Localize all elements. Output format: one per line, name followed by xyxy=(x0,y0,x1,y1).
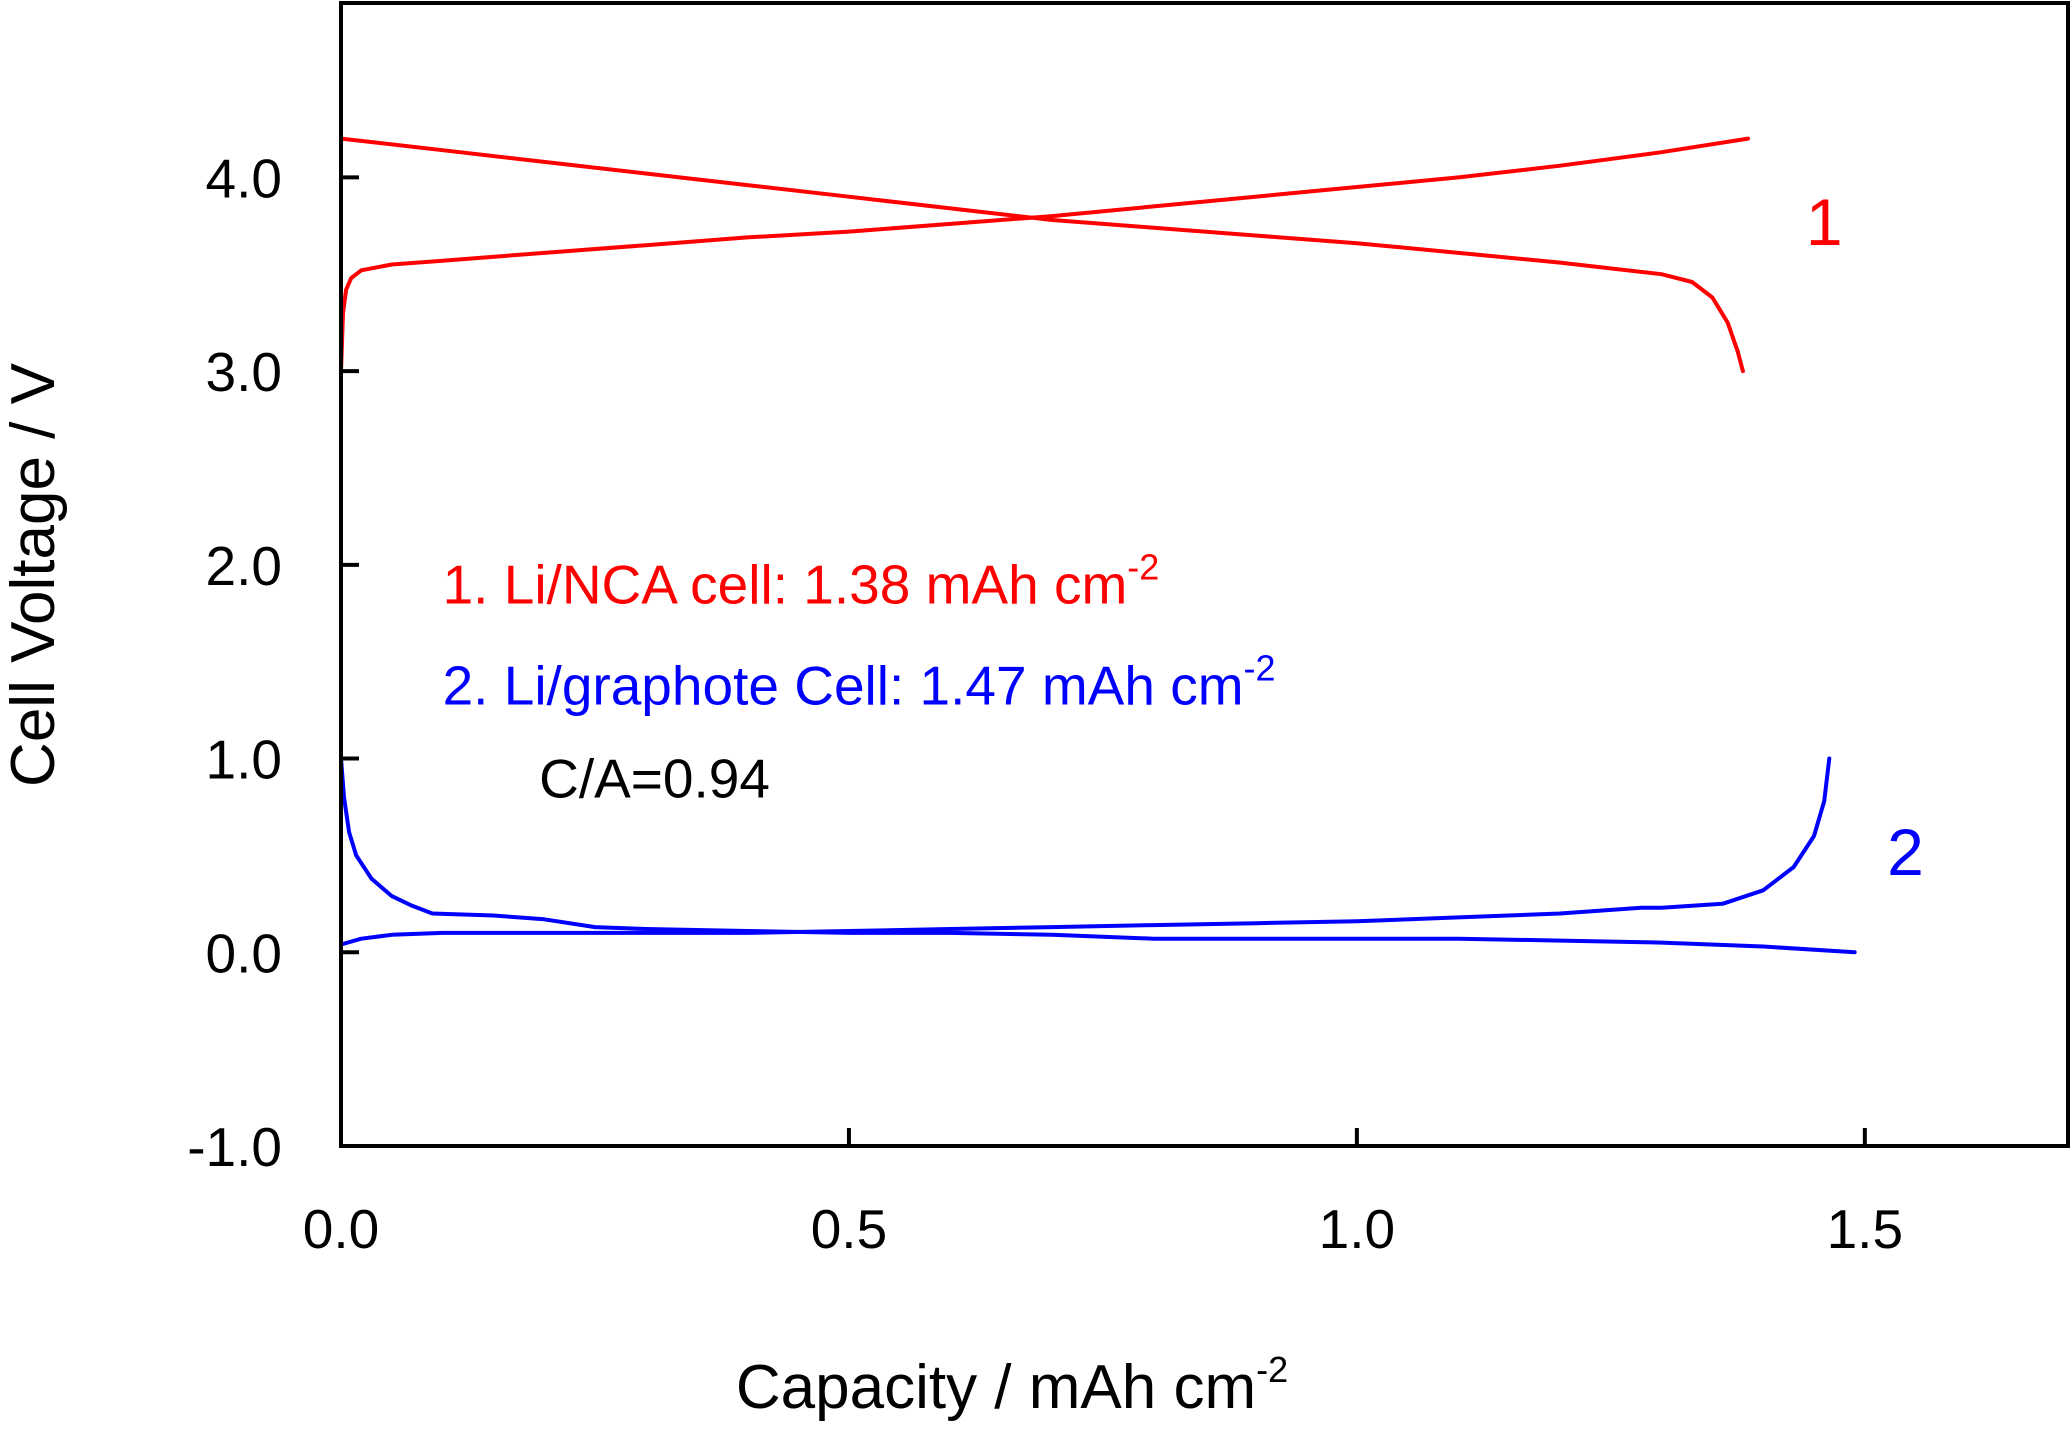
y-tick-label: 4.0 xyxy=(206,147,282,209)
y-tick-label: -1.0 xyxy=(187,1116,282,1178)
y-tick-label: 3.0 xyxy=(206,341,282,403)
x-tick-label: 1.5 xyxy=(1827,1198,1903,1260)
curve-label-2: 2 xyxy=(1887,815,1924,889)
legend-annotation-1: 1. Li/NCA cell: 1.38 mAh cm-2 xyxy=(443,547,1160,616)
series-curve-4 xyxy=(339,756,1832,947)
legend-annotation-text: 1. Li/NCA cell: 1.38 mAh cm xyxy=(443,554,1128,616)
y-tick-label: 1.0 xyxy=(206,729,282,791)
legend-annotation-superscript: -2 xyxy=(1127,547,1159,588)
x-tick-label: 0.0 xyxy=(303,1198,379,1260)
legend-annotation-superscript: -2 xyxy=(1244,647,1276,688)
legend-annotation-2: 2. Li/graphote Cell: 1.47 mAh cm-2 xyxy=(443,647,1276,716)
legend-annotation-3: C/A=0.94 xyxy=(539,747,770,809)
annotations-layer: 1. Li/NCA cell: 1.38 mAh cm-22. Li/graph… xyxy=(443,185,1924,889)
series-curve-2 xyxy=(339,136,1745,374)
ticks-layer: 0.0 0.5 1.0 1.5 -1.0 0.0 1.0 2.0 3.0 4.0 xyxy=(187,147,1903,1260)
y-tick-label: 2.0 xyxy=(206,535,282,597)
legend-annotation-text: 2. Li/graphote Cell: 1.47 mAh cm xyxy=(443,654,1244,716)
plot-frame xyxy=(339,1,2070,1148)
series-curve-3 xyxy=(339,756,1857,955)
curves-layer xyxy=(339,136,1857,955)
x-axis-title-text: Capacity / mAh cm xyxy=(736,1353,1256,1422)
curve-label-1: 1 xyxy=(1806,185,1843,259)
x-tick-label: 0.5 xyxy=(811,1198,887,1260)
x-axis-title-superscript: -2 xyxy=(1256,1349,1288,1390)
x-tick-label: 1.0 xyxy=(1319,1198,1395,1260)
legend-annotation-text: C/A=0.94 xyxy=(539,747,770,809)
y-axis-title: Cell Voltage / V xyxy=(0,362,68,787)
series-curve-1 xyxy=(339,136,1750,374)
x-axis-title: Capacity / mAh cm-2 xyxy=(736,1349,1288,1422)
y-tick-label: 0.0 xyxy=(206,922,282,984)
